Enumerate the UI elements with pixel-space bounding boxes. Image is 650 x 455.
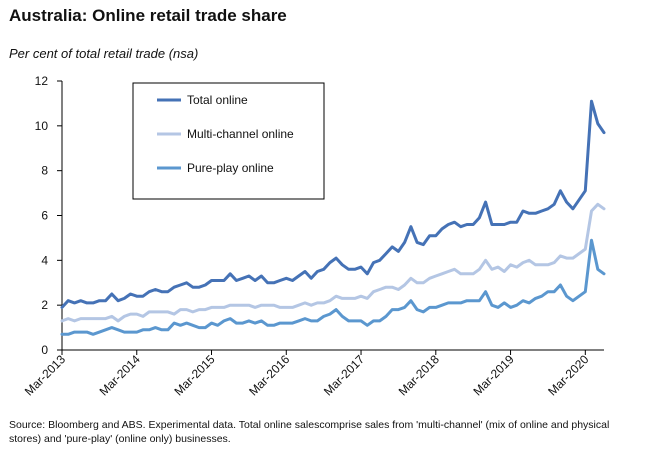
x-tick-label: Mar-2014: [97, 352, 143, 398]
legend-label: Multi-channel online: [187, 127, 294, 141]
x-tick-label: Mar-2019: [470, 352, 516, 398]
y-tick-label: 4: [41, 253, 48, 267]
x-tick-label: Mar-2016: [246, 352, 292, 398]
x-tick-label: Mar-2020: [545, 352, 591, 398]
y-tick-label: 10: [35, 119, 49, 133]
legend-label: Pure-play online: [187, 161, 274, 175]
series-line-total-online: [60, 99, 606, 309]
x-tick-label: Mar-2015: [171, 352, 217, 398]
y-tick-label: 12: [35, 74, 49, 88]
source-note: Source: Bloomberg and ABS. Experimental …: [9, 419, 610, 445]
chart-title: Australia: Online retail trade share: [9, 6, 287, 25]
y-axis-label: Per cent of total retail trade (nsa): [9, 46, 199, 61]
series-line-pure-play-online: [60, 238, 606, 336]
legend-box: [132, 82, 325, 200]
y-tick-label: 2: [41, 298, 48, 312]
y-tick-label: 0: [41, 343, 48, 357]
x-tick-label: Mar-2017: [321, 352, 367, 398]
y-tick-label: 6: [41, 209, 48, 223]
legend-label: Total online: [187, 93, 248, 107]
x-tick-label: Mar-2013: [22, 352, 68, 398]
x-tick-label: Mar-2018: [396, 352, 442, 398]
y-tick-label: 8: [41, 164, 48, 178]
series-line-multi-channel-online: [60, 202, 606, 323]
